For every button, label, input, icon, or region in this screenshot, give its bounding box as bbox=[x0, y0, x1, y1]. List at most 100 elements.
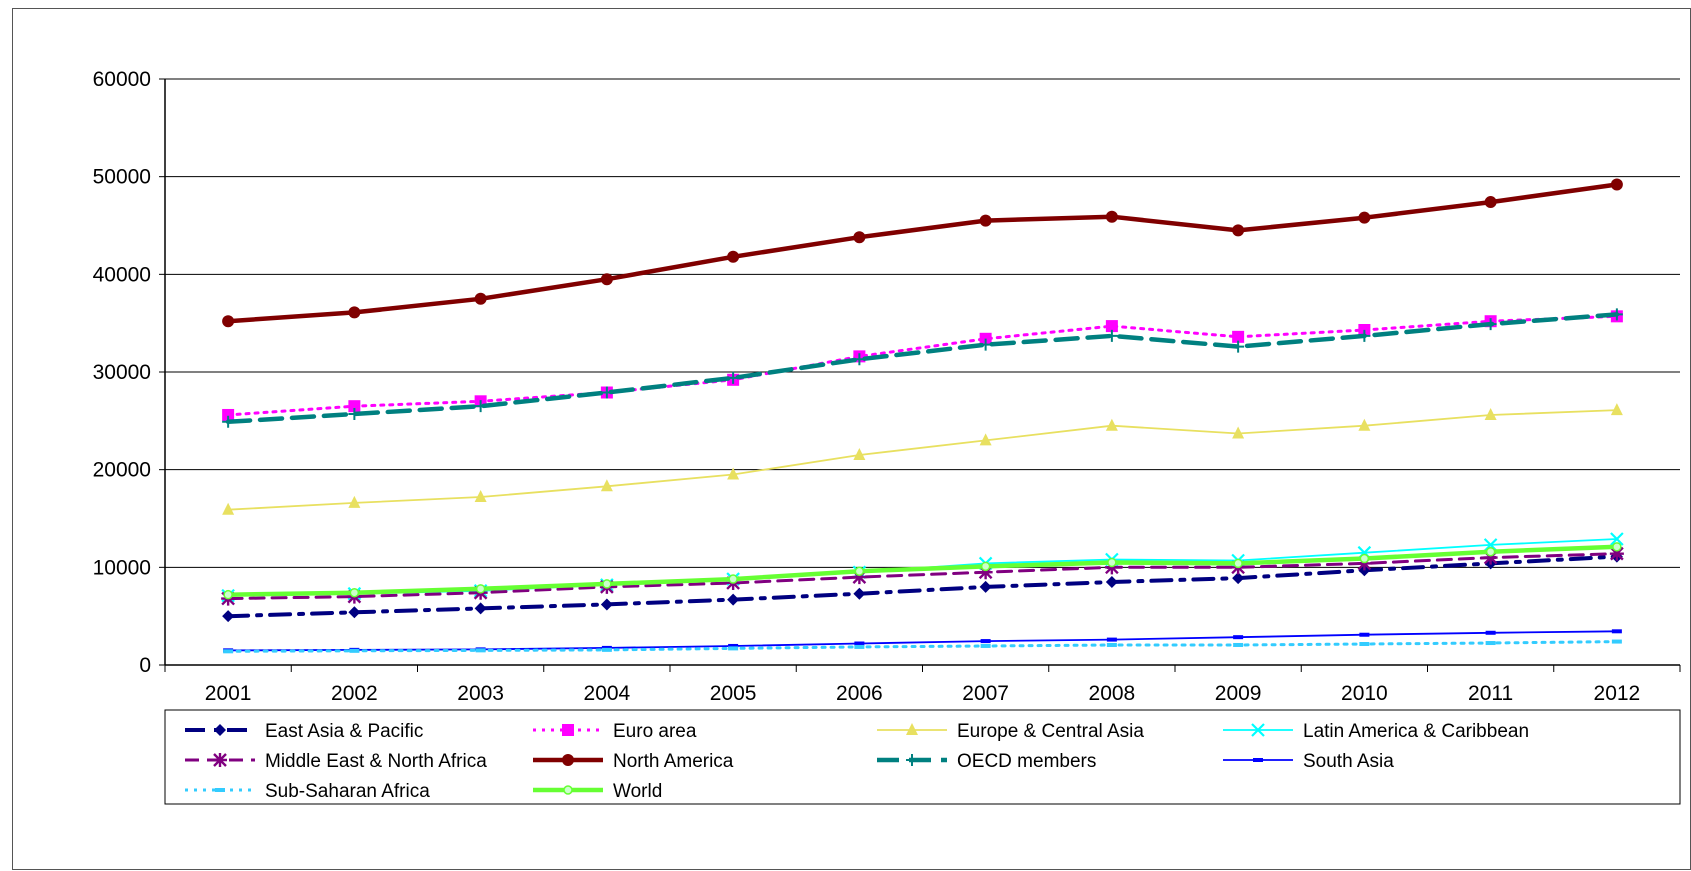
dash-marker bbox=[1106, 637, 1117, 642]
circle-marker bbox=[562, 754, 574, 766]
series-6 bbox=[222, 308, 1623, 428]
triangle-marker bbox=[222, 502, 235, 515]
y-tick-label: 30000 bbox=[93, 361, 151, 384]
legend-marker bbox=[1253, 758, 1263, 762]
legend-marker bbox=[215, 788, 225, 792]
legend-marker bbox=[213, 753, 227, 767]
plus-marker bbox=[1610, 308, 1623, 321]
data-point bbox=[601, 647, 612, 652]
plus-marker bbox=[348, 407, 361, 420]
data-point bbox=[979, 338, 992, 351]
data-point bbox=[348, 400, 361, 413]
series-8 bbox=[223, 639, 1622, 654]
data-point bbox=[1105, 418, 1118, 431]
triangle-marker bbox=[1484, 407, 1497, 420]
x-tick-label: 2003 bbox=[457, 682, 504, 705]
circle-marker bbox=[1484, 196, 1497, 209]
circle-marker bbox=[979, 214, 992, 227]
dash-marker bbox=[1485, 630, 1496, 635]
data-point bbox=[728, 574, 738, 584]
data-point bbox=[602, 579, 612, 589]
plus-marker bbox=[979, 338, 992, 351]
data-point bbox=[853, 587, 866, 600]
triangle-marker bbox=[1105, 418, 1118, 431]
legend-label: Sub-Saharan Africa bbox=[265, 781, 430, 802]
series-line bbox=[225, 544, 1620, 597]
y-tick-label: 20000 bbox=[93, 459, 151, 482]
series-7 bbox=[223, 629, 1622, 653]
x-marker bbox=[1610, 532, 1624, 546]
data-point bbox=[1483, 550, 1498, 565]
data-point bbox=[1105, 320, 1118, 333]
circle-marker bbox=[1232, 224, 1245, 237]
data-point bbox=[1233, 558, 1243, 569]
series-line bbox=[225, 182, 1620, 324]
data-point bbox=[474, 602, 487, 615]
data-point bbox=[348, 407, 361, 420]
x-tick-label: 2007 bbox=[962, 682, 1009, 705]
data-point bbox=[1104, 560, 1119, 575]
dash-marker bbox=[728, 643, 739, 648]
triangle-marker bbox=[979, 433, 992, 446]
star-marker bbox=[978, 565, 993, 580]
circle-marker bbox=[602, 579, 612, 589]
triangle-marker bbox=[727, 467, 740, 480]
data-point bbox=[1359, 642, 1370, 647]
legend-item: Latin America & Caribbean bbox=[1223, 721, 1529, 742]
plus-marker bbox=[727, 371, 740, 384]
data-point bbox=[979, 580, 992, 593]
data-point bbox=[1233, 635, 1244, 640]
plus-marker bbox=[1105, 329, 1118, 342]
data-point bbox=[1359, 553, 1370, 564]
legend-item: East Asia & Pacific bbox=[185, 721, 423, 742]
triangle-marker bbox=[348, 495, 361, 508]
data-point bbox=[1610, 403, 1623, 416]
y-tick-label: 10000 bbox=[93, 556, 151, 579]
legend-item: North America bbox=[533, 751, 734, 772]
x-tick-label: 2001 bbox=[205, 682, 252, 705]
circle-marker bbox=[1485, 546, 1496, 557]
plus-marker bbox=[1484, 318, 1497, 331]
data-point bbox=[727, 371, 740, 384]
plus-marker bbox=[853, 353, 866, 366]
gridlines bbox=[165, 78, 1680, 666]
circle-marker bbox=[728, 574, 738, 584]
x-tick-label: 2002 bbox=[331, 682, 378, 705]
data-point bbox=[853, 448, 866, 461]
series-line bbox=[227, 409, 1618, 511]
circle-marker bbox=[853, 231, 866, 244]
data-point bbox=[348, 606, 361, 619]
data-point bbox=[1107, 557, 1117, 568]
data-point bbox=[1357, 556, 1372, 571]
x-tick-label: 2006 bbox=[836, 682, 883, 705]
data-point bbox=[1610, 532, 1624, 546]
data-point bbox=[980, 639, 991, 644]
plus-marker bbox=[1358, 329, 1371, 342]
series-line bbox=[226, 554, 1619, 619]
data-point bbox=[854, 566, 865, 576]
circle-marker bbox=[349, 587, 360, 598]
triangle-marker bbox=[474, 490, 487, 503]
circle-marker bbox=[980, 561, 991, 572]
plus-marker bbox=[906, 754, 918, 766]
data-point bbox=[1232, 572, 1245, 585]
star-marker bbox=[213, 753, 227, 767]
circle-marker bbox=[1233, 558, 1243, 569]
diamond-marker bbox=[222, 610, 235, 623]
data-point bbox=[853, 231, 866, 244]
data-point bbox=[854, 641, 865, 646]
plus-marker bbox=[600, 386, 613, 399]
dash-marker bbox=[980, 643, 991, 648]
legend-label: South Asia bbox=[1303, 751, 1394, 772]
x-tick-label: 2004 bbox=[584, 682, 631, 705]
line-chart: 0 10000 20000 30000 40000 50000 60000 2001 2002… bbox=[93, 68, 1681, 805]
series-line bbox=[226, 314, 1619, 417]
dash-marker bbox=[1233, 635, 1244, 640]
circle-marker bbox=[1107, 557, 1117, 568]
data-point bbox=[1105, 329, 1118, 342]
data-point bbox=[1358, 329, 1371, 342]
data-point bbox=[1485, 630, 1496, 635]
data-point bbox=[474, 292, 487, 305]
x-marker bbox=[1251, 723, 1265, 737]
plus-marker bbox=[1232, 340, 1245, 353]
